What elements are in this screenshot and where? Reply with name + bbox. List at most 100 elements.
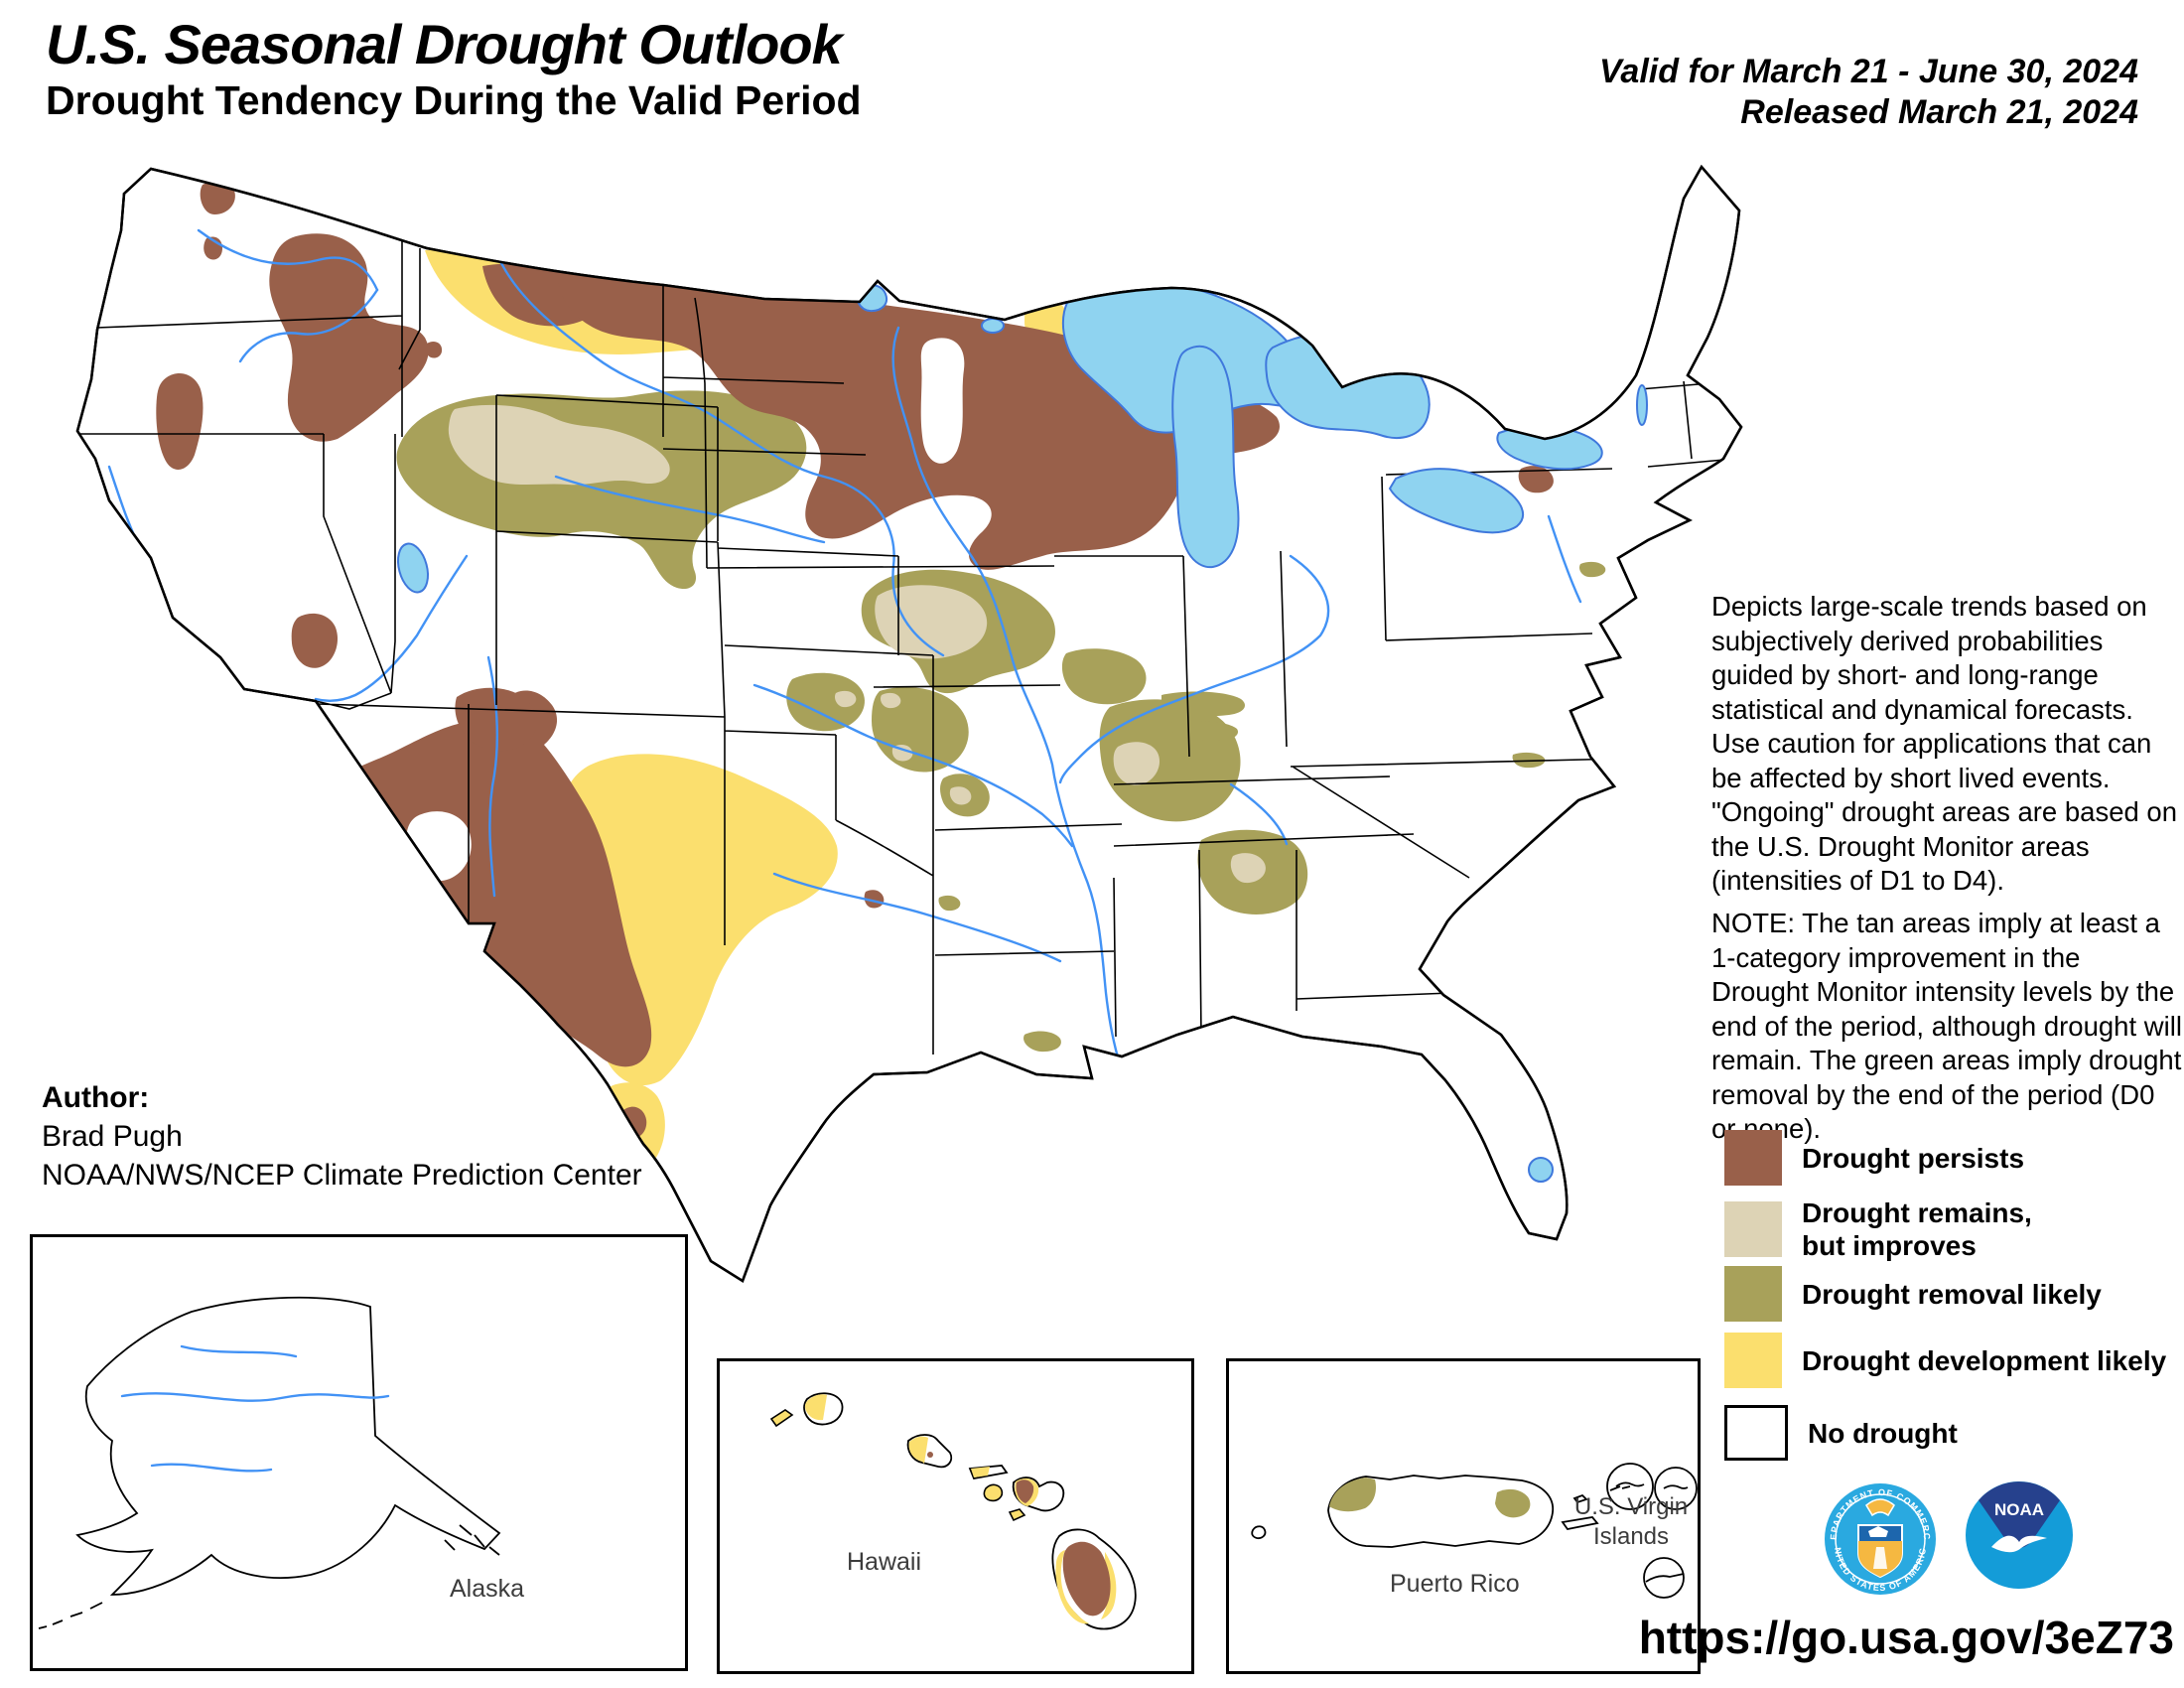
- legend-swatch-no-drought: [1724, 1405, 1788, 1461]
- lake-mille-lacs: [981, 318, 1005, 334]
- legend-swatch-removal: [1724, 1266, 1782, 1322]
- legend-row-development: Drought development likely: [1724, 1333, 2166, 1388]
- maui-persists: [1016, 1479, 1034, 1503]
- usvi-magnifier-2-island: [1663, 1484, 1689, 1489]
- mona-island: [1251, 1525, 1267, 1540]
- aleutian-islands: [38, 1602, 103, 1629]
- conus-coastline: [75, 164, 1743, 1283]
- region-improves-kansas-small: [949, 786, 972, 805]
- puerto-rico-island: [1327, 1475, 1554, 1548]
- alaska-landmass: [75, 1296, 501, 1596]
- region-persists-montana-dot: [425, 341, 443, 358]
- vieques-island: [1561, 1516, 1599, 1530]
- noaa-logo-text: NOAA: [1994, 1500, 2044, 1519]
- alaska-label: Alaska: [450, 1575, 525, 1603]
- page-subtitle: Drought Tendency During the Valid Period: [46, 77, 862, 123]
- page-title: U.S. Seasonal Drought Outlook: [46, 13, 843, 75]
- legend-label-improves-line1: Drought remains,: [1802, 1197, 2032, 1228]
- legend-row-improves: Drought remains, but improves: [1724, 1196, 2032, 1262]
- legend-swatch-improves: [1724, 1201, 1782, 1257]
- kahoolawe-island: [1008, 1508, 1026, 1522]
- lanai-island: [983, 1483, 1004, 1502]
- legend-row-removal: Drought removal likely: [1724, 1266, 2102, 1322]
- legend-label-persists: Drought persists: [1802, 1142, 2025, 1174]
- region-removal-gulf-coast-small: [1024, 1031, 1061, 1053]
- legend-label-improves: Drought remains, but improves: [1802, 1196, 2032, 1262]
- legend-label-removal: Drought removal likely: [1802, 1278, 2102, 1310]
- outlook-url: https://go.usa.gov/3eZ73: [1638, 1612, 2174, 1663]
- author-block: Author: Brad Pugh NOAA/NWS/NCEP Climate …: [42, 1078, 642, 1195]
- lake-champlain: [1636, 384, 1648, 426]
- pr-removal-northwest: [1329, 1477, 1376, 1512]
- region-improves-kansas-dot1: [834, 690, 857, 708]
- puerto-rico-label: Puerto Rico: [1390, 1570, 1520, 1598]
- oahu-persists-dot: [927, 1452, 933, 1458]
- legend-row-persists: Drought persists: [1724, 1130, 2024, 1186]
- region-persists-idaho-montana: [269, 233, 429, 442]
- pr-removal-northeast: [1495, 1488, 1531, 1518]
- region-improves-arkansas: [1230, 853, 1266, 884]
- validity-block: Valid for March 21 - June 30, 2024 Relea…: [1599, 52, 2138, 133]
- alaska-rivers: [120, 1344, 390, 1473]
- valid-period-text: Valid for March 21 - June 30, 2024: [1599, 53, 2138, 90]
- lake-michigan: [1171, 345, 1240, 569]
- lake-erie: [1388, 468, 1525, 534]
- usvi-magnifier-1: [1606, 1463, 1654, 1510]
- region-improves-kansas-dot2: [880, 692, 901, 709]
- region-persists-washington: [200, 181, 235, 214]
- noaa-logo-icon: NOAA: [1964, 1479, 2075, 1591]
- author-label: Author:: [42, 1081, 150, 1114]
- alaska-panhandle-islands: [444, 1524, 500, 1556]
- usvi-magnifier-2: [1654, 1467, 1698, 1510]
- legend-swatch-development: [1724, 1333, 1782, 1388]
- region-improves-wyoming: [448, 404, 670, 486]
- st-croix-island: [1645, 1573, 1685, 1583]
- region-removal-kansas-west: [786, 672, 865, 732]
- kauai-development: [804, 1394, 827, 1421]
- alaska-inset: Alaska: [30, 1234, 688, 1671]
- legend-swatch-persists: [1724, 1130, 1782, 1186]
- region-persists-new-york: [1518, 466, 1554, 493]
- released-date-text: Released March 21, 2024: [1740, 93, 2138, 131]
- rivers: [107, 228, 1582, 1072]
- legend-label-development: Drought development likely: [1802, 1344, 2167, 1376]
- st-thomas-island: [1609, 1485, 1631, 1491]
- big-island-development: [1055, 1550, 1117, 1624]
- legend-row-no-drought: No drought: [1724, 1405, 1958, 1461]
- map-description: Depicts large-scale trends based on subj…: [1711, 591, 2178, 896]
- author-org: NOAA/NWS/NCEP Climate Prediction Center: [42, 1159, 642, 1192]
- great-lakes: [397, 280, 1648, 1183]
- usvi-magnifier-1-island: [1615, 1481, 1645, 1487]
- lake-okeechobee: [1528, 1157, 1554, 1183]
- department-of-commerce-seal-icon: DEPARTMENT OF COMMERCE UNITED STATES OF …: [1823, 1481, 1938, 1597]
- state-borders: [77, 233, 1736, 1055]
- region-removal-virginia-small: [1578, 561, 1606, 578]
- map-note: NOTE: The tan areas imply at least a 1-c…: [1711, 908, 2182, 1144]
- region-persists-arizona-hole-west: [291, 613, 339, 668]
- big-island-persists: [1062, 1541, 1111, 1617]
- legend: Drought persists Drought remains, but im…: [1724, 1130, 2181, 1473]
- region-removal-missouri-north: [1061, 648, 1147, 705]
- region-persists-oregon-nevada: [156, 373, 204, 470]
- regions-drought-improves: [448, 404, 1266, 884]
- region-removal-oklahoma-small: [938, 895, 961, 912]
- region-improves-iowa: [875, 585, 988, 659]
- niihau-island: [769, 1409, 794, 1428]
- puerto-rico-map: [1251, 1463, 1698, 1599]
- hawaii-inset: Hawaii: [717, 1358, 1194, 1674]
- molokai-development: [971, 1467, 990, 1477]
- great-salt-lake: [397, 542, 429, 594]
- hawaii-label: Hawaii: [847, 1548, 922, 1576]
- author-name: Brad Pugh: [42, 1120, 183, 1153]
- alaska-map: [38, 1296, 501, 1629]
- legend-label-improves-line2: but improves: [1802, 1230, 1977, 1261]
- hawaii-map: [769, 1392, 1137, 1630]
- puerto-rico-inset: Puerto Rico U.S. Virgin Islands: [1226, 1358, 1701, 1674]
- oahu-development: [908, 1436, 928, 1464]
- region-improves-missouri: [1113, 742, 1160, 785]
- legend-label-no-drought: No drought: [1808, 1417, 1958, 1449]
- st-croix-magnifier: [1643, 1557, 1685, 1599]
- region-persists-minnesota-wisconsin: [557, 263, 1280, 570]
- regions-drought-persists: [156, 181, 1554, 1138]
